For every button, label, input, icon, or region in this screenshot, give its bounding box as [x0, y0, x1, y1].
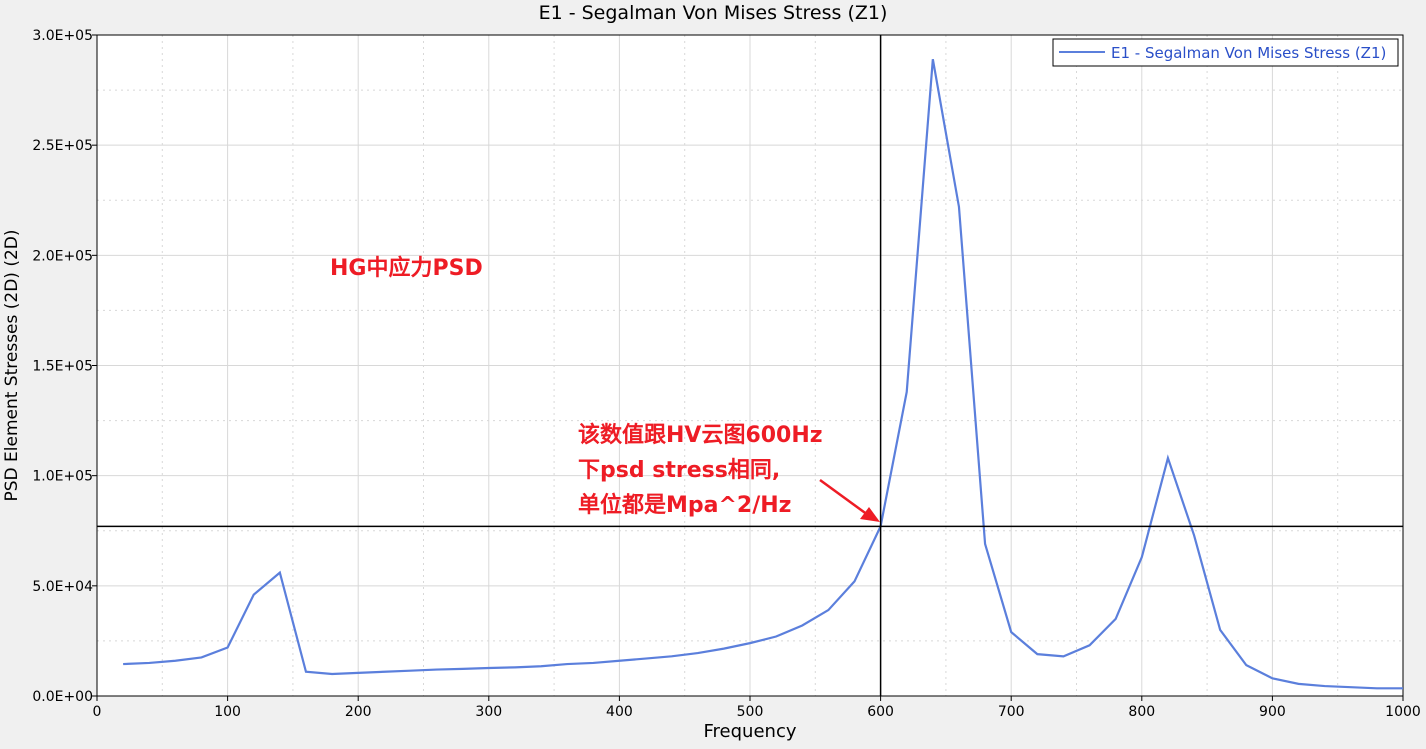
x-tick-label: 700 [998, 704, 1025, 720]
x-tick-label: 300 [475, 704, 502, 720]
x-tick-label: 0 [93, 704, 102, 720]
x-tick-label: 100 [214, 704, 241, 720]
y-axis-label: PSD Element Stresses (2D) (2D) [2, 229, 22, 501]
annotation-line: 该数值跟HV云图600Hz [578, 423, 823, 448]
x-axis-label: Frequency [704, 721, 797, 742]
y-tick-label: 1.0E+05 [32, 469, 93, 485]
series-line [123, 59, 1403, 690]
x-tick-label: 900 [1259, 704, 1286, 720]
annotation-line: 下psd stress相同, [578, 458, 781, 483]
y-tick-label: 3.0E+05 [32, 28, 93, 44]
x-tick-label: 1000 [1385, 704, 1421, 720]
x-tick-label: 200 [345, 704, 372, 720]
y-tick-label: 1.5E+05 [32, 359, 93, 375]
arrow-line [819, 478, 869, 517]
chart-title: E1 - Segalman Von Mises Stress (Z1) [538, 2, 888, 24]
x-tick-label: 400 [606, 704, 633, 720]
y-tick-label: 2.0E+05 [32, 248, 93, 264]
x-tick-label: 500 [737, 704, 764, 720]
y-tick-label: 5.0E+04 [32, 579, 93, 595]
annotation-note: 该数值跟HV云图600Hz 下psd stress相同, 单位都是Mpa^2/H… [578, 418, 823, 523]
annotation-hg-stress: HG中应力PSD [330, 256, 483, 281]
arrow-head-icon [860, 507, 880, 522]
x-tick-label: 800 [1128, 704, 1155, 720]
legend-label: E1 - Segalman Von Mises Stress (Z1) [1111, 44, 1386, 62]
annotation-line: 单位都是Mpa^2/Hz [578, 493, 792, 518]
y-tick-label: 2.5E+05 [32, 138, 93, 154]
legend-box [1052, 38, 1399, 67]
y-tick-label: 0.0E+00 [32, 689, 93, 705]
x-tick-label: 600 [867, 704, 894, 720]
